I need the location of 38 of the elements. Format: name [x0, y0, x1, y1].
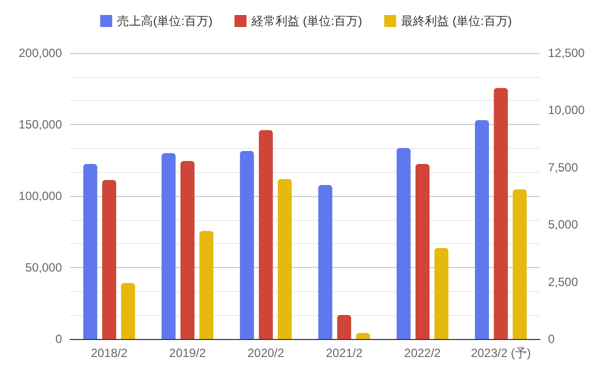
x-tick-label: 2021/2	[326, 346, 363, 360]
x-tick-label: 2023/2 (予)	[470, 346, 531, 360]
y-tick-label: 100,000	[18, 189, 62, 203]
x-tick-label: 2022/2	[404, 346, 442, 360]
y2-tick-label: 2,500	[548, 274, 578, 289]
bar	[494, 88, 508, 339]
legend-label: 売上高(単位:百万)	[117, 14, 213, 28]
y2-tick-label: 12,500	[548, 46, 586, 60]
bar	[121, 282, 136, 339]
y2-tick-label: 10,000	[548, 103, 586, 118]
x-tick-label: 2019/2	[169, 346, 206, 360]
x-tick-label: 2018/2	[90, 346, 128, 360]
bar	[318, 184, 332, 339]
bar	[199, 231, 214, 339]
y2-tick-label: 0	[548, 332, 555, 346]
bar	[180, 160, 194, 339]
y-tick-label: 150,000	[18, 118, 62, 132]
bar	[102, 180, 116, 339]
bar	[356, 333, 370, 339]
y2-tick-label: 5,000	[548, 218, 578, 232]
bar	[278, 179, 292, 339]
bar	[474, 120, 489, 339]
y-tick-label: 50,000	[25, 260, 62, 274]
y2-tick-label: 7,500	[548, 160, 578, 174]
legend-label: 経常利益 (単位:百万)	[250, 14, 362, 28]
bar	[83, 164, 98, 339]
bar	[337, 314, 352, 339]
bar	[434, 248, 448, 339]
bar	[162, 153, 176, 339]
bar	[416, 164, 430, 339]
bar	[512, 189, 527, 339]
legend-label: 最終利益 (単位:百万)	[401, 14, 512, 28]
y-tick-label: 0	[55, 332, 62, 346]
x-tick-label: 2020/2	[247, 346, 285, 360]
bar	[396, 148, 411, 339]
y-tick-label: 200,000	[18, 46, 62, 60]
bar	[258, 130, 273, 339]
bar	[240, 150, 254, 339]
